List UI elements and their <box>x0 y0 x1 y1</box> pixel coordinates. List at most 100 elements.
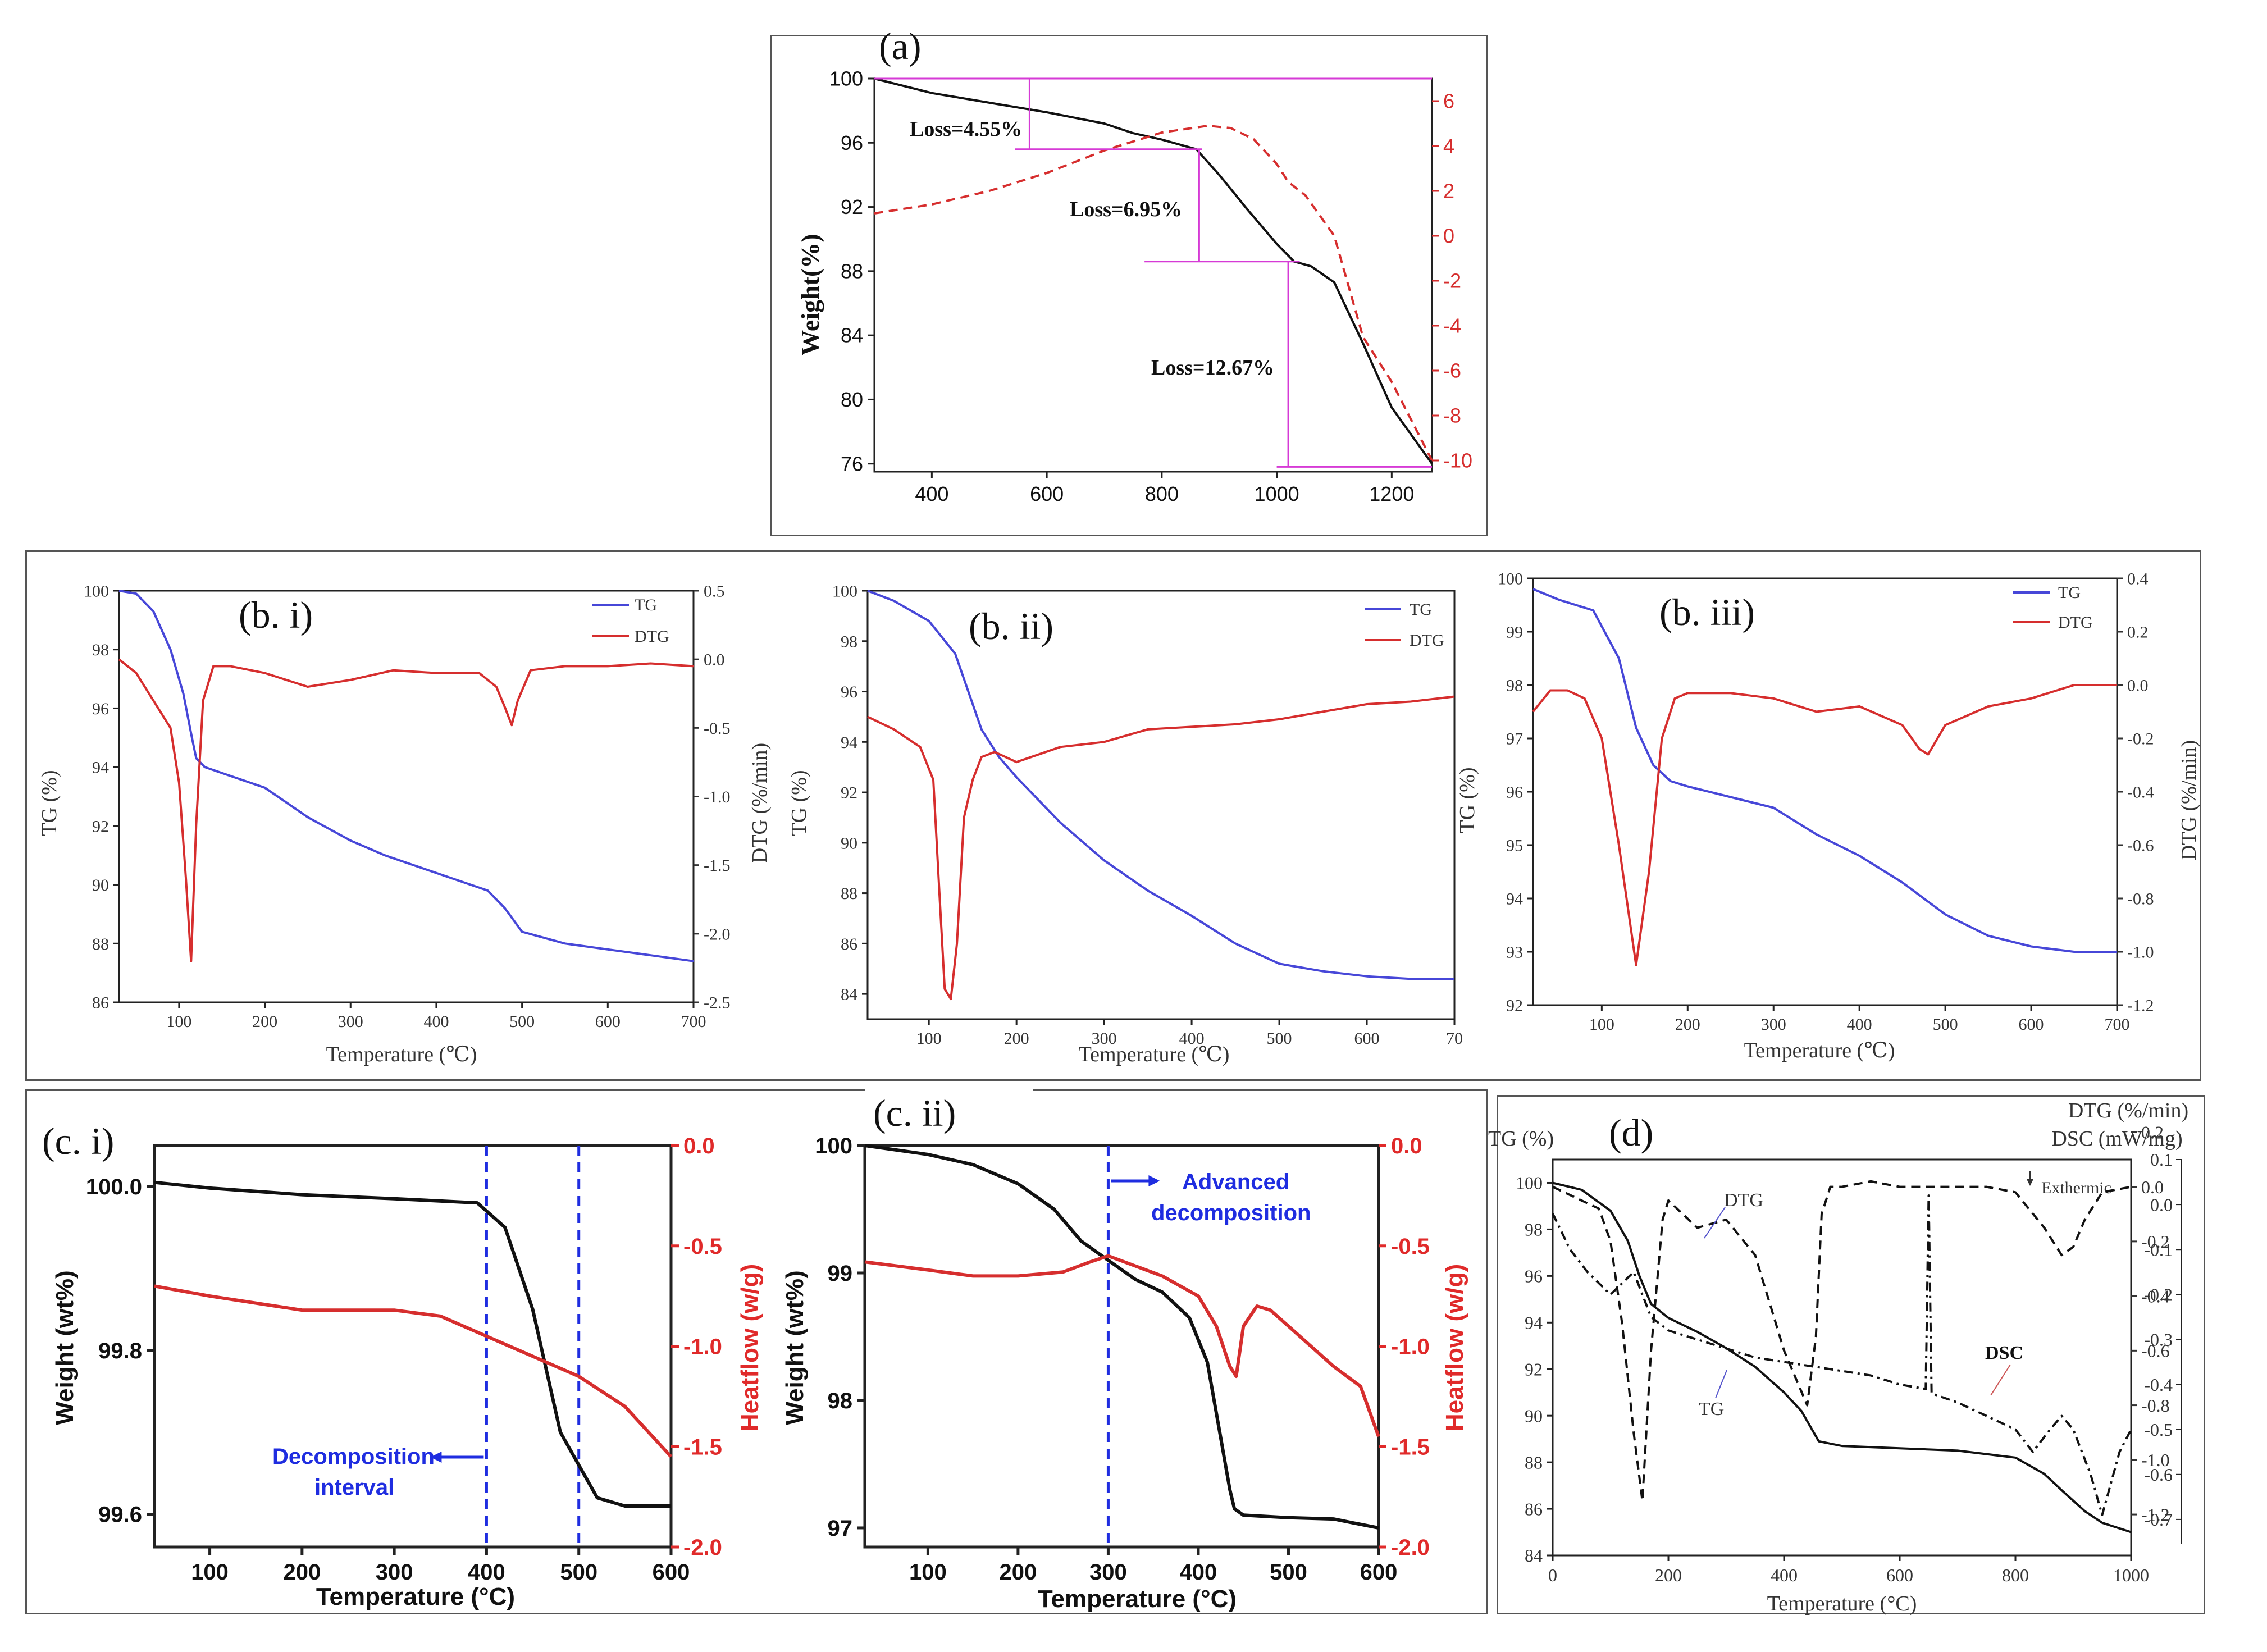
x-tick-label: 600 <box>1360 1560 1398 1585</box>
y2-tick-label: -1.2 <box>2141 1504 2170 1525</box>
pointer-line-dtg <box>1704 1207 1726 1239</box>
y-tick-label: 100 <box>84 582 109 601</box>
y2-tick-label: -1.5 <box>704 856 731 875</box>
x-tick-label: 600 <box>1030 482 1064 505</box>
y-tick-label: 100.0 <box>86 1175 142 1199</box>
x-tick-label: 200 <box>1655 1565 1682 1585</box>
y2-tick-label: 2 <box>1443 180 1454 203</box>
legend-b2-dtg: DTG <box>1410 631 1444 650</box>
y-tick-label: 88 <box>841 259 863 282</box>
y-tick-label: 97 <box>1506 730 1523 749</box>
plot-b2: 100 200 300 400 500 600 70 84 86 88 90 92 94 96 98 100 <box>832 582 1463 1048</box>
y-tick-label: 94 <box>92 759 109 777</box>
y-tick-label: 100 <box>1498 570 1523 588</box>
y2-tick-label: -0.6 <box>2141 1341 2170 1361</box>
x-tick-label: 1000 <box>2113 1565 2149 1585</box>
y2-tick-label: -0.8 <box>2127 890 2154 909</box>
y2label-b3: DTG (%/min) <box>2177 740 2201 860</box>
y-tick-label: 94 <box>1506 890 1523 909</box>
series-line-tg <box>867 590 1454 980</box>
series-line-s1 <box>154 1284 673 1458</box>
y-tick-label: 84 <box>841 324 863 347</box>
x-tick-label: 600 <box>653 1560 690 1585</box>
plot-frame <box>866 590 1456 1020</box>
y-tick-label: 96 <box>1525 1266 1543 1286</box>
x-tick-label: 300 <box>338 1012 363 1031</box>
y2-tick-label: -10 <box>1443 449 1472 472</box>
series-line-dtg <box>118 658 694 962</box>
y2-tick-label: -4 <box>1443 314 1461 337</box>
panel-c <box>25 1089 1488 1614</box>
y2-tick-label: -1.0 <box>704 788 731 806</box>
y-tick-label: 84 <box>1525 1545 1543 1566</box>
plot-b3: 100 200 300 400 500 600 700 92 93 94 95 96 97 98 99 100… <box>1498 570 2154 1034</box>
y-tick-label: 84 <box>841 985 857 1004</box>
y-tick-label: 98 <box>1506 677 1523 695</box>
annotation-d-tg: TG <box>1699 1399 1724 1420</box>
annotation-c2-2: decomposition <box>1151 1201 1311 1225</box>
series-line-s0 <box>864 1144 1379 1530</box>
pointer-line-tg <box>1715 1370 1727 1399</box>
xlabel-b1: Temperature (℃) <box>326 1043 477 1066</box>
y3-tick-label: -0.4 <box>2144 1375 2173 1395</box>
y2-tick-label: -0.2 <box>2127 730 2154 749</box>
y-tick-label: 86 <box>841 935 857 953</box>
y2-tick-label: -0.8 <box>2141 1395 2170 1416</box>
x-tick-label: 800 <box>1145 482 1179 505</box>
x-tick-label: 400 <box>1847 1015 1872 1034</box>
plot-c1: 100 200 300 400 500 600 99.6 99.8 100.0 -2.0 -1.5 -… <box>86 1134 722 1585</box>
x-tick-label: 400 <box>1771 1565 1798 1585</box>
y2-tick-label: -0.4 <box>2127 783 2154 802</box>
x-tick-label: 100 <box>916 1029 942 1048</box>
y2-tick-label: -1.0 <box>1391 1335 1430 1359</box>
y-tick-label: 99.6 <box>98 1503 142 1527</box>
ylabel-d: TG (%) <box>1488 1127 1554 1151</box>
y3-tick-label: -0.7 <box>2144 1509 2173 1530</box>
y2label-c2: Heatflow (w/g) <box>1441 1264 1468 1431</box>
x-tick-label: 500 <box>1933 1015 1958 1034</box>
x-tick-label: 200 <box>283 1560 321 1585</box>
y2-tick-label: -1.0 <box>2141 1450 2170 1470</box>
y-tick-label: 96 <box>1506 783 1523 802</box>
y2-tick-label: -2.0 <box>1391 1535 1430 1560</box>
x-tick-label: 700 <box>681 1012 706 1031</box>
x-tick-label: 200 <box>252 1012 277 1031</box>
y-tick-label: 90 <box>841 834 857 852</box>
x-tick-label: 600 <box>595 1012 621 1031</box>
y2label-c1: Heatflow (w/g) <box>736 1264 764 1431</box>
x-tick-label: 400 <box>468 1560 505 1585</box>
x-tick-label: 600 <box>1886 1565 1913 1585</box>
series-line-tg <box>1552 1181 2132 1534</box>
x-tick-label: 500 <box>1267 1029 1292 1048</box>
xlabel-b2: Temperature (℃) <box>1079 1043 1230 1066</box>
y-tick-label: 94 <box>1525 1312 1543 1332</box>
x-tick-label: 600 <box>2019 1015 2044 1034</box>
ylabel-c1: Weight (wt%) <box>51 1270 79 1425</box>
y-tick-label: 100 <box>832 582 857 601</box>
y2-tick-label: -1.5 <box>1391 1435 1430 1459</box>
y2-tick-label: 0.0 <box>2127 677 2149 695</box>
y3-tick-label: -0.2 <box>2144 1285 2173 1305</box>
plot-d: 0 200 400 600 800 1000 84 86 88 90 92 94 96 98 100 -1.2… <box>1516 1122 2182 1585</box>
x-tick-label: 100 <box>1589 1015 1614 1034</box>
ylabel-c2: Weight (wt%) <box>781 1270 809 1425</box>
y2-tick-label: -0.5 <box>1391 1234 1430 1259</box>
y2-tick-label: 0 <box>1443 225 1454 248</box>
y2-tick-label: 0.5 <box>704 582 725 601</box>
y-tick-label: 99 <box>828 1261 853 1286</box>
y2-tick-label: -0.5 <box>704 719 731 738</box>
xlabel-c1: Temperature (°C) <box>316 1583 515 1610</box>
arrow-head-icon <box>430 1452 442 1463</box>
y-tick-label: 96 <box>841 131 863 154</box>
y3-tick-label: -0.6 <box>2144 1464 2173 1485</box>
y2-tick-label: -0.4 <box>2141 1286 2170 1306</box>
x-tick-label: 200 <box>1004 1029 1029 1048</box>
y-tick-label: 92 <box>1506 997 1523 1015</box>
legend-b3-dtg: DTG <box>2058 613 2093 632</box>
y-tick-label: 96 <box>841 683 857 701</box>
y-tick-label: 92 <box>1525 1359 1543 1379</box>
y-tick-label: 98 <box>92 641 109 659</box>
x-tick-label: 400 <box>423 1012 449 1031</box>
